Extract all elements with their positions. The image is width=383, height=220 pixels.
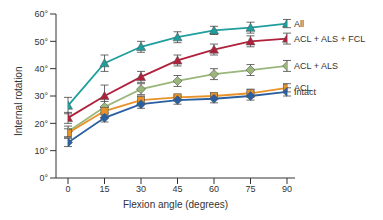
svg-text:10°: 10°	[34, 146, 48, 156]
svg-text:ACL + ALS: ACL + ALS	[294, 61, 338, 71]
svg-text:60°: 60°	[34, 9, 48, 19]
svg-text:50°: 50°	[34, 37, 48, 47]
svg-text:15: 15	[99, 184, 109, 194]
svg-text:0°: 0°	[39, 173, 48, 183]
svg-text:40°: 40°	[34, 64, 48, 74]
svg-text:ACL + ALS + FCL: ACL + ALS + FCL	[294, 34, 365, 44]
svg-text:30°: 30°	[34, 91, 48, 101]
svg-text:90: 90	[282, 184, 292, 194]
svg-text:20°: 20°	[34, 119, 48, 129]
svg-text:All: All	[294, 19, 304, 29]
svg-text:45: 45	[172, 184, 182, 194]
svg-text:Internal rotation: Internal rotation	[13, 67, 24, 137]
svg-text:30: 30	[136, 184, 146, 194]
svg-text:75: 75	[245, 184, 255, 194]
svg-text:0: 0	[65, 184, 70, 194]
svg-text:Intact: Intact	[294, 87, 317, 97]
svg-text:60: 60	[209, 184, 219, 194]
svg-text:Flexion angle (degrees): Flexion angle (degrees)	[123, 199, 228, 210]
